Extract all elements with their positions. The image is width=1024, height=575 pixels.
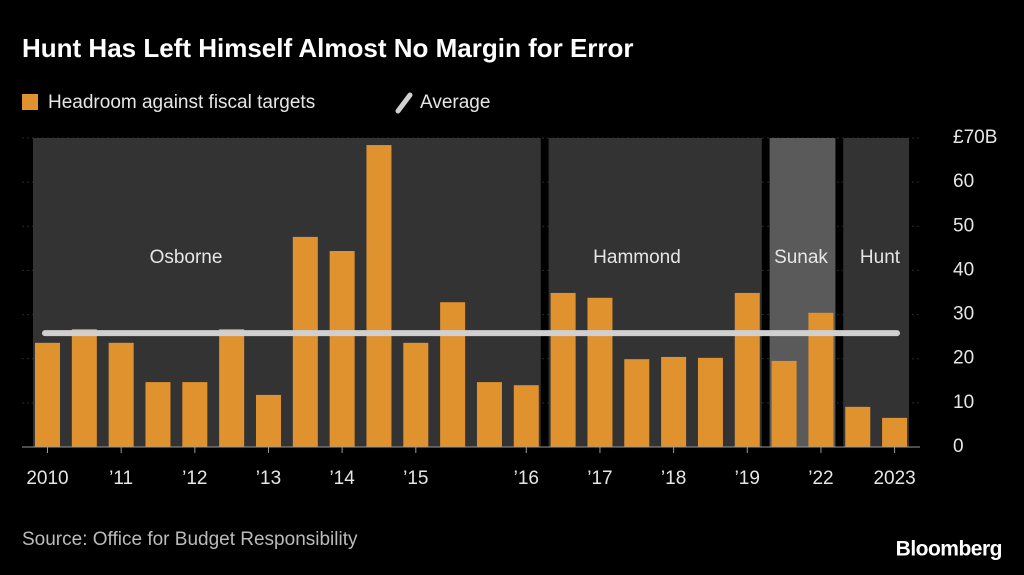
y-tick-label: 10 — [953, 392, 974, 413]
x-tick-label: ’22 — [808, 468, 833, 489]
y-tick-label: 60 — [953, 171, 974, 192]
bar — [219, 329, 245, 447]
bar — [182, 382, 208, 447]
bar — [550, 292, 576, 447]
period-band — [548, 138, 762, 447]
y-tick-label: 20 — [953, 348, 974, 369]
legend-swatch — [22, 94, 38, 110]
source: Source: Office for Budget Responsibility — [22, 529, 358, 550]
x-tick-label: ’18 — [661, 468, 686, 489]
brand: Bloomberg — [896, 538, 1002, 561]
x-tick-label: ’17 — [587, 468, 612, 489]
x-tick-label: 2023 — [873, 468, 915, 489]
bar — [71, 329, 97, 447]
bar — [108, 342, 134, 447]
x-tick-label: 2010 — [26, 468, 68, 489]
y-tick-label: 50 — [953, 215, 974, 236]
x-tick-label: ’11 — [109, 468, 133, 489]
bar — [292, 236, 318, 447]
bar — [329, 251, 355, 447]
y-tick-label: 30 — [953, 304, 974, 325]
bar — [35, 342, 60, 447]
x-tick-label: ’14 — [329, 468, 355, 489]
bar — [624, 359, 650, 447]
chart-title: Hunt Has Left Himself Almost No Margin f… — [22, 33, 634, 63]
period-label: Hammond — [593, 247, 681, 268]
x-tick-label: ’12 — [182, 468, 207, 489]
bar — [366, 145, 392, 447]
legend-label: Average — [420, 92, 490, 113]
bar — [587, 297, 613, 447]
bar — [845, 406, 871, 447]
legend-label: Headroom against fiscal targets — [48, 92, 315, 113]
bar — [476, 382, 502, 447]
x-tick-label: ’19 — [735, 468, 760, 489]
bar — [440, 302, 466, 447]
bar — [734, 292, 760, 447]
bar — [771, 360, 797, 447]
x-tick-label: ’13 — [256, 468, 281, 489]
bar — [882, 417, 908, 447]
period-label: Sunak — [774, 247, 828, 268]
y-tick-label: £70B — [953, 127, 997, 148]
bar — [697, 357, 723, 447]
period-band — [843, 138, 910, 447]
bar — [661, 356, 687, 447]
x-tick-label: ’15 — [403, 468, 428, 489]
legend-swatch — [395, 92, 413, 114]
y-tick-label: 40 — [953, 259, 974, 280]
bar — [403, 342, 429, 447]
bar — [255, 394, 281, 447]
bar — [145, 382, 171, 447]
x-tick-label: ’16 — [514, 468, 539, 489]
period-label: Hunt — [860, 247, 901, 268]
period-label: Osborne — [150, 247, 223, 268]
y-tick-label: 0 — [953, 436, 964, 457]
bar — [513, 385, 539, 447]
